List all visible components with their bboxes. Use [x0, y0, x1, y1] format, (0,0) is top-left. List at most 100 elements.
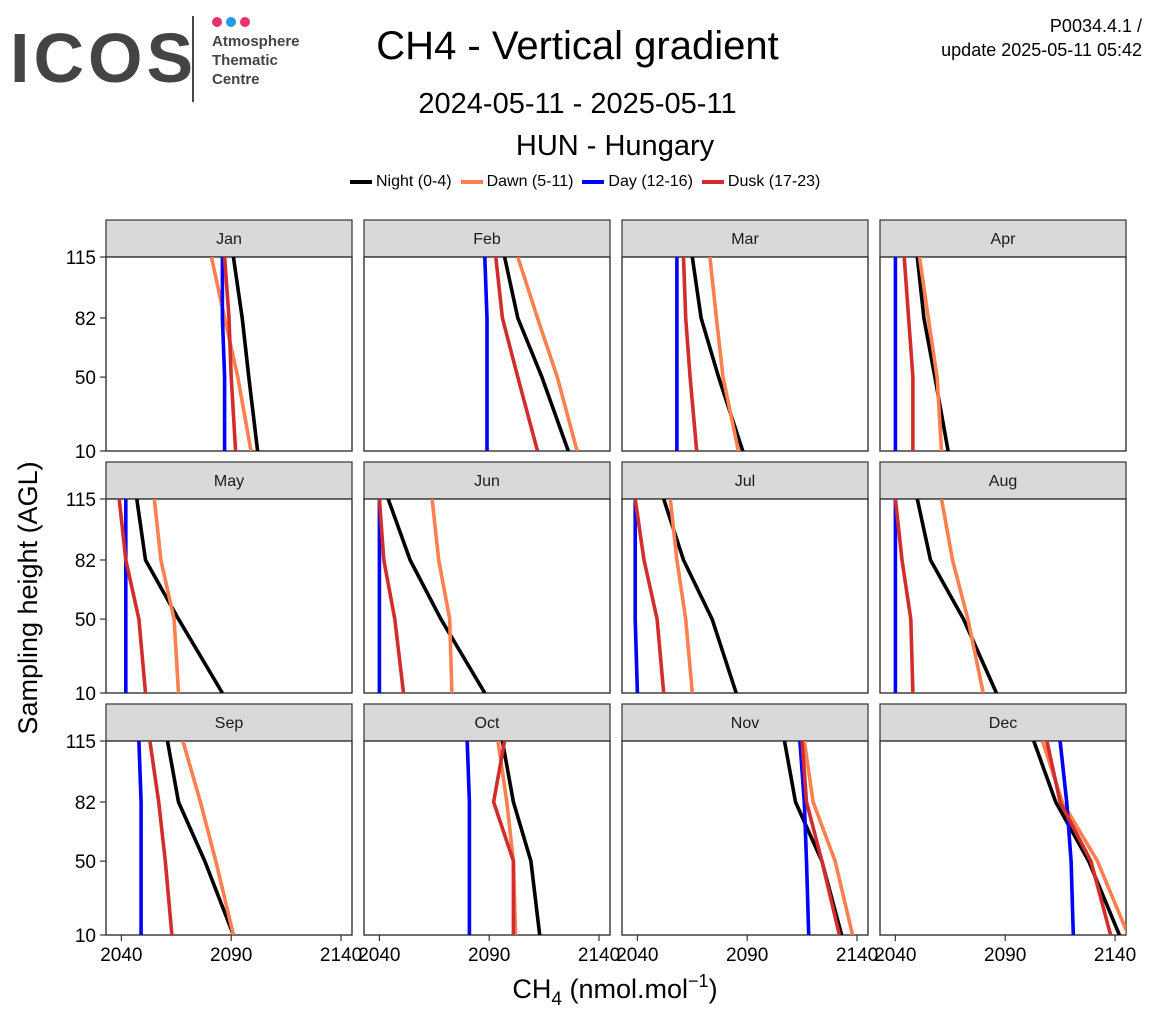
x-tick-label-dec-2140: 2140: [1094, 945, 1136, 966]
series-line-jan-dusk: [222, 257, 238, 451]
facet-panel-mar: [621, 256, 869, 452]
series-line-aug-dusk: [893, 499, 915, 693]
x-tick-label-sep-2090: 2090: [210, 945, 252, 966]
facet-strip-dec: [879, 703, 1127, 742]
series-line-nov-day: [798, 741, 811, 935]
legend-label-dusk: Dusk (17-23): [727, 173, 821, 190]
facet-panel-apr: [879, 256, 1127, 452]
series-line-oct-day: [465, 741, 472, 935]
x-tick-label-oct-2040: 2040: [358, 945, 400, 966]
chart-title-wrapper: CH4 - Vertical gradient: [0, 24, 1155, 69]
y-tick-label-sep-82: 82: [75, 793, 96, 814]
chart-station: HUN - Hungary: [515, 130, 715, 162]
version-line-2: update 2025-05-11 05:42: [941, 40, 1142, 60]
y-axis-title: Sampling height (AGL): [13, 461, 43, 734]
chart-period: 2024-05-11 - 2025-05-11: [418, 88, 737, 120]
logo-divider: [192, 16, 194, 102]
facet-panel-dec: [879, 740, 1127, 936]
x-tick-label-nov-2140: 2140: [836, 945, 878, 966]
series-line-mar-dusk: [681, 257, 699, 451]
y-tick-label-jan-50: 50: [75, 368, 96, 389]
facet-panel-jun: [363, 498, 611, 694]
series-line-dec-dusk: [1045, 741, 1113, 935]
logo-subtitle-line-3: Centre: [212, 71, 260, 88]
icos-logo: ICOS: [10, 19, 198, 97]
x-tick-label-oct-2140: 2140: [578, 945, 620, 966]
logo-subtitle: Atmosphere Thematic Centre: [212, 32, 300, 89]
series-line-aug-night: [915, 499, 999, 693]
station-wrapper: HUN - Hungary: [0, 130, 1155, 163]
x-tick-label-dec-2090: 2090: [984, 945, 1026, 966]
facet-strip-sep: [105, 703, 353, 742]
facet-strip-oct: [363, 703, 611, 742]
x-tick-label-sep-2040: 2040: [100, 945, 142, 966]
y-tick-label-jan-115: 115: [66, 248, 96, 269]
legend-label-dawn: Dawn (5-11): [486, 173, 574, 190]
series-line-may-dusk: [117, 499, 148, 693]
facet-label-mar: Mar: [731, 231, 759, 248]
legend-item-night: Night (0-4): [350, 173, 452, 191]
logo-dot-blue: [226, 17, 236, 27]
series-line-jul-dawn: [668, 499, 695, 693]
series-line-feb-dusk: [494, 257, 540, 451]
x-tick-label-oct-2090: 2090: [468, 945, 510, 966]
legend-item-dawn: Dawn (5-11): [460, 173, 574, 191]
series-line-feb-dawn: [516, 257, 579, 451]
series-line-nov-dusk: [800, 741, 842, 935]
series-line-jan-night: [231, 257, 260, 451]
series-line-apr-dusk: [902, 257, 915, 451]
facet-strip-jan: [105, 219, 353, 258]
logo-dot-pink-2: [240, 17, 250, 27]
facet-panel-jul: [621, 498, 869, 694]
logo-subtitle-line-1: Atmosphere: [212, 33, 300, 50]
series-line-sep-day: [137, 741, 143, 935]
period-wrapper: 2024-05-11 - 2025-05-11: [0, 88, 1155, 121]
y-tick-label-may-50: 50: [75, 610, 96, 631]
legend-swatch-dusk: [701, 180, 724, 184]
facet-panel-sep: [105, 740, 353, 936]
y-tick-label-jan-10: 10: [75, 442, 96, 463]
legend-item-dusk: Dusk (17-23): [701, 173, 821, 191]
series-line-mar-dawn: [708, 257, 741, 451]
series-line-jun-dusk: [377, 499, 406, 693]
series-line-sep-night: [165, 741, 236, 935]
series-line-apr-night: [915, 257, 950, 451]
x-tick-label-dec-2040: 2040: [874, 945, 916, 966]
facet-panel-oct: [363, 740, 611, 936]
legend-item-day: Day (12-16): [582, 173, 693, 191]
y-tick-label-sep-10: 10: [75, 926, 96, 947]
series-line-sep-dusk: [148, 741, 174, 935]
x-axis-title: CH4 (nmol.mol−1): [512, 971, 717, 1010]
facet-label-dec: Dec: [989, 715, 1017, 732]
series-line-oct-dusk: [491, 741, 516, 935]
facet-label-feb: Feb: [473, 231, 501, 248]
facet-label-jan: Jan: [216, 231, 242, 248]
logo-dot-pink: [212, 17, 222, 27]
facet-label-nov: Nov: [731, 715, 759, 732]
series-line-may-dawn: [152, 499, 181, 693]
facet-strip-mar: [621, 219, 869, 258]
version-info: P0034.4.1 / update 2025-05-11 05:42: [941, 14, 1142, 62]
series-line-jul-dusk: [633, 499, 666, 693]
series-line-jan-day: [220, 257, 227, 451]
version-line-1: P0034.4.1 /: [1049, 16, 1142, 36]
facet-strip-jul: [621, 461, 869, 500]
facet-label-jun: Jun: [474, 473, 500, 490]
facet-label-sep: Sep: [215, 715, 244, 732]
legend-swatch-dawn: [460, 180, 483, 184]
facet-strip-may: [105, 461, 353, 500]
facet-label-apr: Apr: [991, 231, 1017, 248]
x-tick-label-nov-2040: 2040: [616, 945, 658, 966]
series-line-jun-night: [386, 499, 487, 693]
y-tick-label-may-82: 82: [75, 551, 96, 572]
legend-swatch-day: [582, 180, 605, 184]
y-tick-label-may-115: 115: [66, 490, 96, 511]
series-line-may-night: [135, 499, 224, 693]
x-tick-label-sep-2140: 2140: [320, 945, 362, 966]
facet-strip-jun: [363, 461, 611, 500]
series-line-feb-day: [483, 257, 489, 451]
facet-strip-aug: [879, 461, 1127, 500]
facet-label-oct: Oct: [475, 715, 500, 732]
series-line-dec-night: [1032, 741, 1122, 935]
